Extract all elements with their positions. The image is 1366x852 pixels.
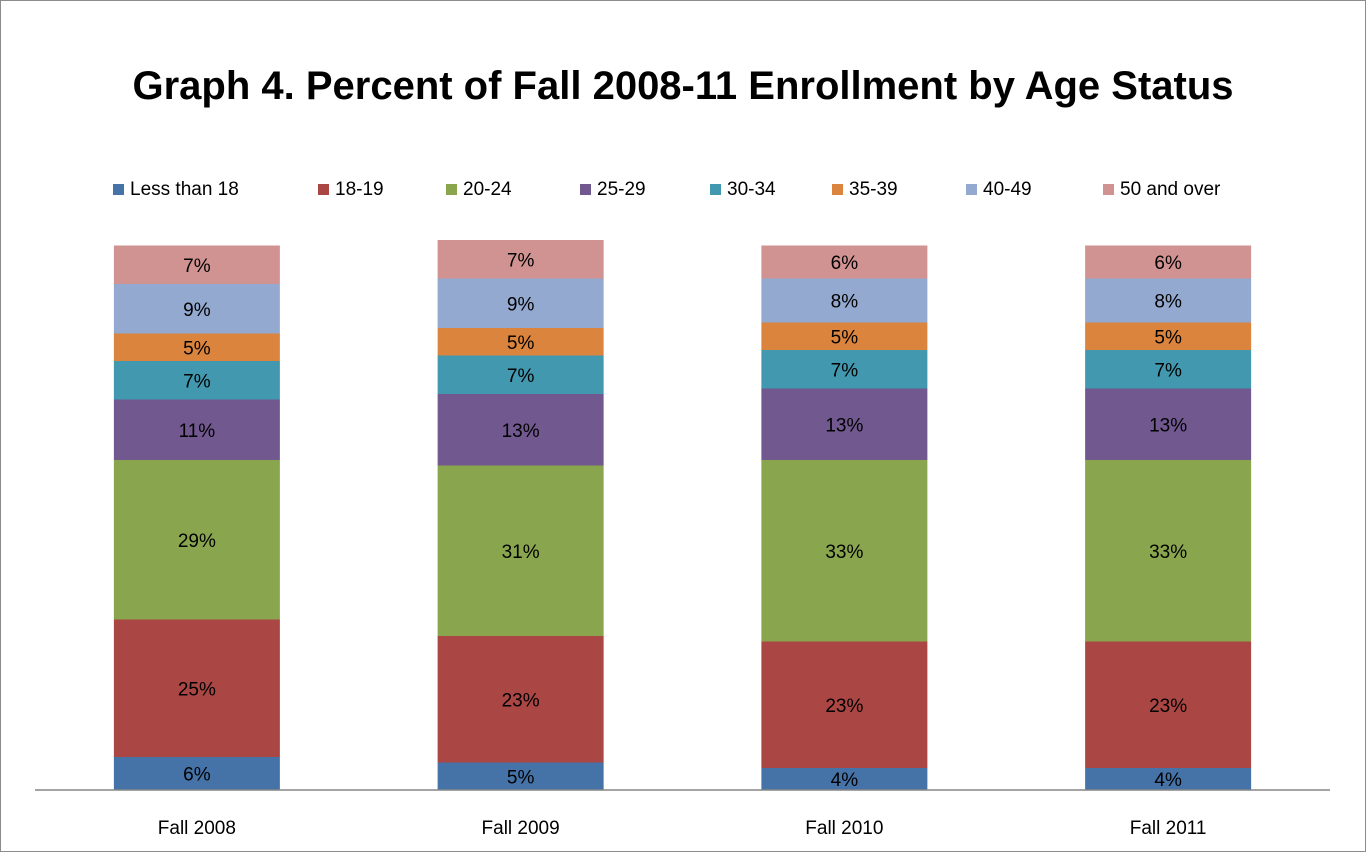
data-label: 9% bbox=[507, 294, 535, 315]
bar-segment bbox=[113, 333, 280, 361]
bar-segment bbox=[113, 361, 280, 400]
bar-segment bbox=[1085, 641, 1252, 768]
bar-segment bbox=[437, 278, 604, 328]
legend-swatch bbox=[1103, 184, 1114, 195]
bar-segment bbox=[113, 245, 280, 284]
bar-segment bbox=[1085, 322, 1252, 350]
legend-label: 40-49 bbox=[983, 179, 1032, 200]
bar-segment bbox=[113, 757, 280, 790]
data-label: 7% bbox=[183, 371, 211, 392]
data-label: 11% bbox=[179, 421, 216, 442]
bar-segment bbox=[437, 636, 604, 763]
bar-segment bbox=[761, 460, 928, 642]
bar-segment bbox=[761, 388, 928, 460]
data-label: 13% bbox=[502, 421, 540, 442]
data-label: 13% bbox=[825, 415, 863, 436]
data-label: 7% bbox=[831, 360, 859, 381]
data-label: 6% bbox=[831, 253, 859, 274]
legend-label: 35-39 bbox=[849, 179, 898, 200]
data-label: 33% bbox=[825, 542, 863, 563]
data-label: 5% bbox=[1154, 327, 1182, 348]
bar-segment bbox=[113, 460, 280, 620]
data-label: 5% bbox=[507, 767, 535, 788]
data-label: 9% bbox=[183, 300, 211, 321]
bar-segment bbox=[1085, 245, 1252, 279]
legend-label: 30-34 bbox=[727, 179, 776, 200]
bar-segment bbox=[761, 245, 928, 279]
data-label: 23% bbox=[502, 690, 540, 711]
data-label: 7% bbox=[507, 250, 535, 271]
legend-label: 25-29 bbox=[597, 179, 646, 200]
bar-segment bbox=[437, 762, 604, 790]
bar-segment bbox=[113, 619, 280, 757]
data-label: 25% bbox=[178, 679, 216, 700]
bar-segment bbox=[761, 322, 928, 350]
bar-segment bbox=[761, 768, 928, 790]
bar-segment bbox=[761, 278, 928, 323]
data-label: 29% bbox=[178, 531, 216, 552]
x-tick-label: Fall 2009 bbox=[482, 818, 560, 839]
legend-label: 50 and over bbox=[1120, 179, 1221, 200]
bar-segment bbox=[113, 284, 280, 334]
bar-segment bbox=[1085, 350, 1252, 389]
data-label: 4% bbox=[831, 770, 859, 791]
data-label: 4% bbox=[1154, 770, 1182, 791]
data-label: 23% bbox=[1149, 696, 1187, 717]
legend-label: 20-24 bbox=[463, 179, 512, 200]
bar-segment bbox=[437, 240, 604, 279]
data-label: 23% bbox=[825, 696, 863, 717]
data-label: 7% bbox=[507, 366, 535, 387]
data-label: 6% bbox=[183, 765, 211, 786]
data-label: 6% bbox=[1154, 253, 1182, 274]
data-label: 7% bbox=[183, 256, 211, 277]
x-tick-label: Fall 2010 bbox=[805, 818, 883, 839]
bar-segment bbox=[761, 350, 928, 389]
x-tick-label: Fall 2011 bbox=[1130, 818, 1207, 839]
legend-swatch bbox=[966, 184, 977, 195]
legend-label: Less than 18 bbox=[130, 179, 239, 200]
data-label: 7% bbox=[1154, 360, 1182, 381]
bar-segment bbox=[437, 394, 604, 466]
data-label: 5% bbox=[507, 333, 535, 354]
bar-segment bbox=[1085, 768, 1252, 790]
data-label: 8% bbox=[831, 292, 859, 313]
chart-title: Graph 4. Percent of Fall 2008-11 Enrollm… bbox=[132, 64, 1234, 108]
legend-label: 18-19 bbox=[335, 179, 384, 200]
bar-segment bbox=[1085, 388, 1252, 460]
bar-segment bbox=[1085, 278, 1252, 323]
data-label: 33% bbox=[1149, 542, 1187, 563]
data-label: 8% bbox=[1154, 292, 1182, 313]
legend-swatch bbox=[113, 184, 124, 195]
legend-swatch bbox=[832, 184, 843, 195]
bar-segment bbox=[437, 355, 604, 394]
data-label: 5% bbox=[831, 327, 859, 348]
legend-swatch bbox=[580, 184, 591, 195]
x-tick-label: Fall 2008 bbox=[158, 818, 236, 839]
legend-swatch bbox=[318, 184, 329, 195]
bar-segment bbox=[437, 465, 604, 636]
data-label: 13% bbox=[1149, 415, 1187, 436]
legend-swatch bbox=[710, 184, 721, 195]
bar-segment bbox=[437, 328, 604, 356]
bar-segment bbox=[761, 641, 928, 768]
data-label: 31% bbox=[502, 542, 540, 563]
data-label: 5% bbox=[183, 338, 211, 359]
bar-segment bbox=[113, 399, 280, 460]
legend-swatch bbox=[446, 184, 457, 195]
bar-segment bbox=[1085, 460, 1252, 642]
